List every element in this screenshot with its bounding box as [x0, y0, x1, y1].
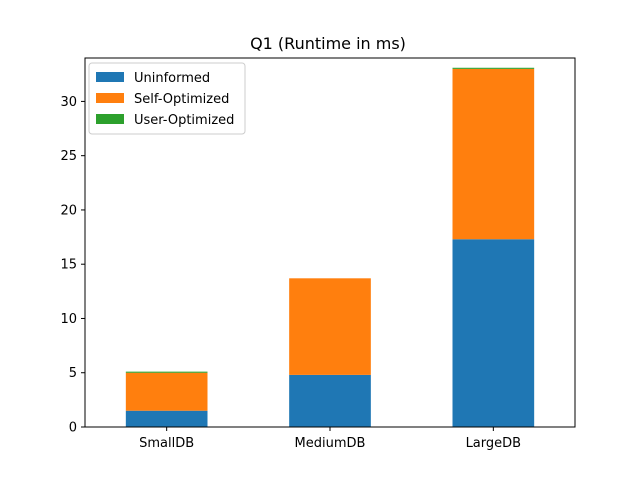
legend-label-self-optimized: Self-Optimized [134, 92, 229, 107]
legend-swatch-self-optimized [96, 93, 124, 103]
y-tick-label: 5 [69, 366, 77, 381]
bar-mediumdb-uninformed [289, 374, 371, 427]
y-tick-label: 0 [69, 421, 77, 436]
legend-box [88, 62, 246, 135]
bar-smalldb-self-optimized [125, 372, 208, 411]
y-tick-label: 30 [60, 95, 77, 110]
bar-largedb-user-optimized [452, 67, 535, 69]
legend-label-uninformed: Uninformed [134, 71, 210, 86]
x-tick-label: LargeDB [466, 436, 522, 451]
bar-mediumdb-self-optimized [289, 278, 371, 375]
x-tick-label: SmallDB [139, 436, 194, 451]
y-tick-label: 10 [60, 312, 77, 327]
bars-group [125, 67, 535, 427]
bar-smalldb-user-optimized [125, 371, 208, 373]
x-axis: SmallDB MediumDB LargeDB [139, 427, 521, 451]
y-tick-label: 20 [60, 203, 77, 218]
bar-largedb-self-optimized [452, 68, 535, 240]
x-tick-label: MediumDB [295, 436, 366, 451]
y-tick-label: 25 [60, 149, 77, 164]
y-tick-label: 15 [60, 258, 77, 273]
y-axis: 0 5 10 15 20 25 30 [60, 95, 85, 436]
legend-swatch-uninformed [96, 72, 124, 82]
legend-swatch-user-optimized [96, 114, 124, 124]
bar-largedb-uninformed [452, 239, 535, 427]
chart-title: Q1 (Runtime in ms) [250, 34, 406, 53]
legend-label-user-optimized: User-Optimized [134, 113, 234, 128]
legend: Uninformed Self-Optimized User-Optimized [88, 62, 246, 135]
bar-smalldb-uninformed [125, 410, 208, 427]
